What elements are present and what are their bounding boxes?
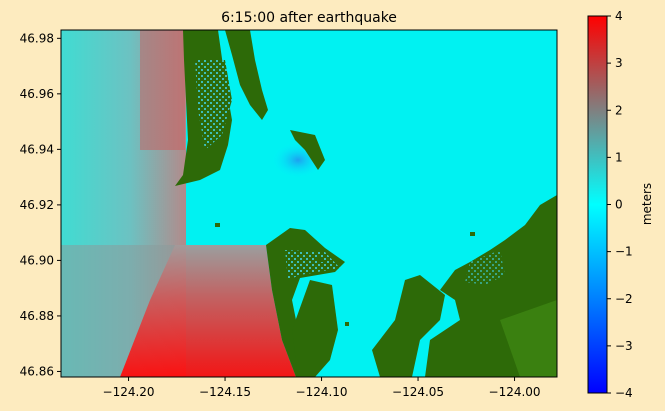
southwest-high-water bbox=[120, 245, 296, 377]
colorbar-tick-label: 1 bbox=[615, 150, 623, 164]
x-tick-label: −124.10 bbox=[296, 385, 348, 399]
x-tick-label: −124.00 bbox=[489, 385, 541, 399]
island bbox=[318, 258, 324, 262]
y-tick-label: 46.92 bbox=[20, 198, 54, 212]
x-tick-label: −124.15 bbox=[199, 385, 251, 399]
southwest-shade bbox=[61, 245, 175, 377]
colorbar-tick-label: 4 bbox=[615, 9, 623, 23]
x-tick-label: −124.05 bbox=[392, 385, 444, 399]
colorbar-tick-label: −4 bbox=[615, 386, 633, 400]
plot-area bbox=[61, 30, 557, 377]
island bbox=[545, 262, 551, 267]
x-tick-label: −124.20 bbox=[103, 385, 155, 399]
plot-frame bbox=[60, 29, 558, 378]
island bbox=[215, 223, 220, 227]
y-tick-label: 46.94 bbox=[20, 142, 54, 156]
colorbar-tick-label: 3 bbox=[615, 56, 623, 70]
northwest-high-water bbox=[140, 30, 185, 150]
colorbar-tick-label: −1 bbox=[615, 245, 633, 259]
south-lowland bbox=[292, 280, 338, 377]
colorbar-tick-label: 2 bbox=[615, 103, 623, 117]
y-tick-label: 46.96 bbox=[20, 87, 54, 101]
south-inlet-land bbox=[372, 275, 445, 377]
colorbar-axis: 4 3 2 1 0 −1 −2 −3 −4 bbox=[607, 9, 633, 400]
east-land-speckle bbox=[465, 250, 505, 285]
colorbar-tick-label: −3 bbox=[615, 339, 633, 353]
y-tick-label: 46.88 bbox=[20, 309, 54, 323]
island bbox=[345, 322, 349, 326]
chart-title: 6:15:00 after earthquake bbox=[221, 10, 397, 26]
x-axis: −124.20 −124.15 −124.10 −124.05 −124.00 bbox=[103, 377, 541, 399]
colorbar bbox=[587, 15, 608, 394]
island bbox=[470, 232, 475, 236]
y-tick-label: 46.86 bbox=[20, 364, 54, 378]
y-tick-label: 46.90 bbox=[20, 253, 54, 267]
y-axis: 46.86 46.88 46.90 46.92 46.94 46.96 46.98 bbox=[20, 31, 61, 378]
east-land-highlight bbox=[500, 300, 557, 377]
colorbar-tick-label: −2 bbox=[615, 292, 633, 306]
north-peninsula bbox=[225, 30, 268, 120]
y-tick-label: 46.98 bbox=[20, 31, 54, 45]
colorbar-label: meters bbox=[640, 183, 654, 225]
north-channel-land bbox=[195, 60, 232, 150]
south-spit-speckle bbox=[285, 250, 340, 280]
northeast-shore bbox=[290, 130, 325, 170]
colorbar-tick-label: 0 bbox=[615, 198, 623, 212]
